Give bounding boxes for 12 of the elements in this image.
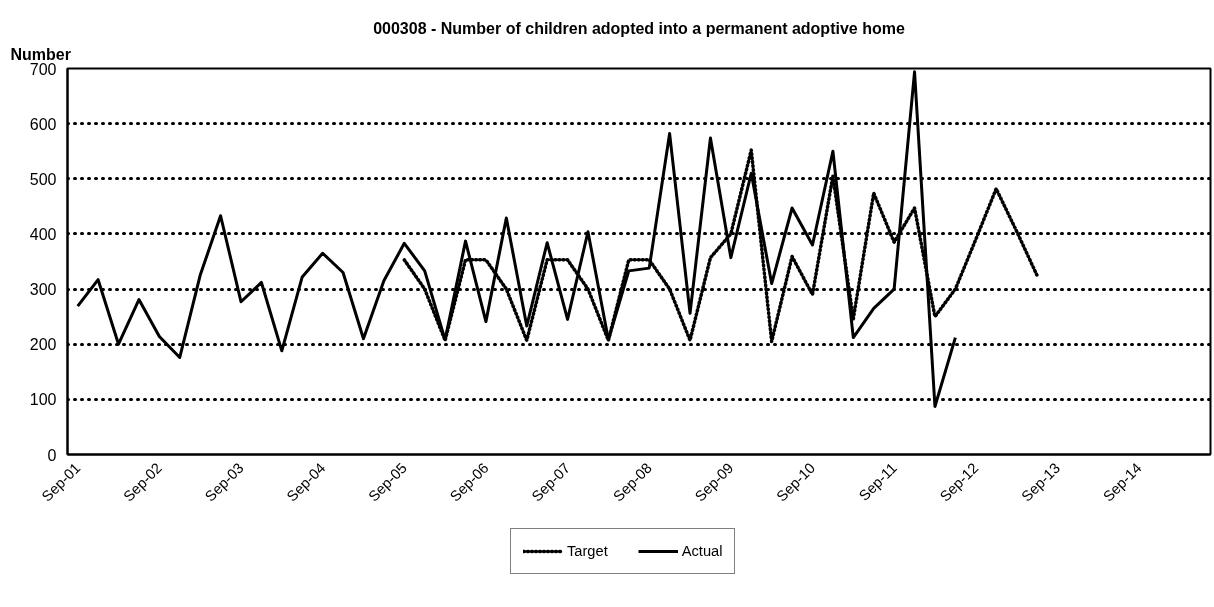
chart-title: 000308 - Number of children adopted into a permanent adoptive home: [373, 19, 905, 37]
y-tick-label: 500: [29, 170, 57, 188]
y-tick-label: 400: [29, 225, 57, 243]
y-tick-label: 700: [29, 60, 57, 78]
legend-label: Target: [567, 543, 608, 559]
y-tick-label: 600: [29, 115, 57, 133]
y-tick-label: 300: [29, 281, 57, 299]
y-tick-label: 100: [29, 391, 57, 409]
y-tick-label: 0: [47, 446, 57, 464]
y-tick-label: 200: [29, 336, 57, 354]
y-axis-title: Number: [10, 45, 71, 63]
legend-label: Actual: [681, 543, 723, 559]
